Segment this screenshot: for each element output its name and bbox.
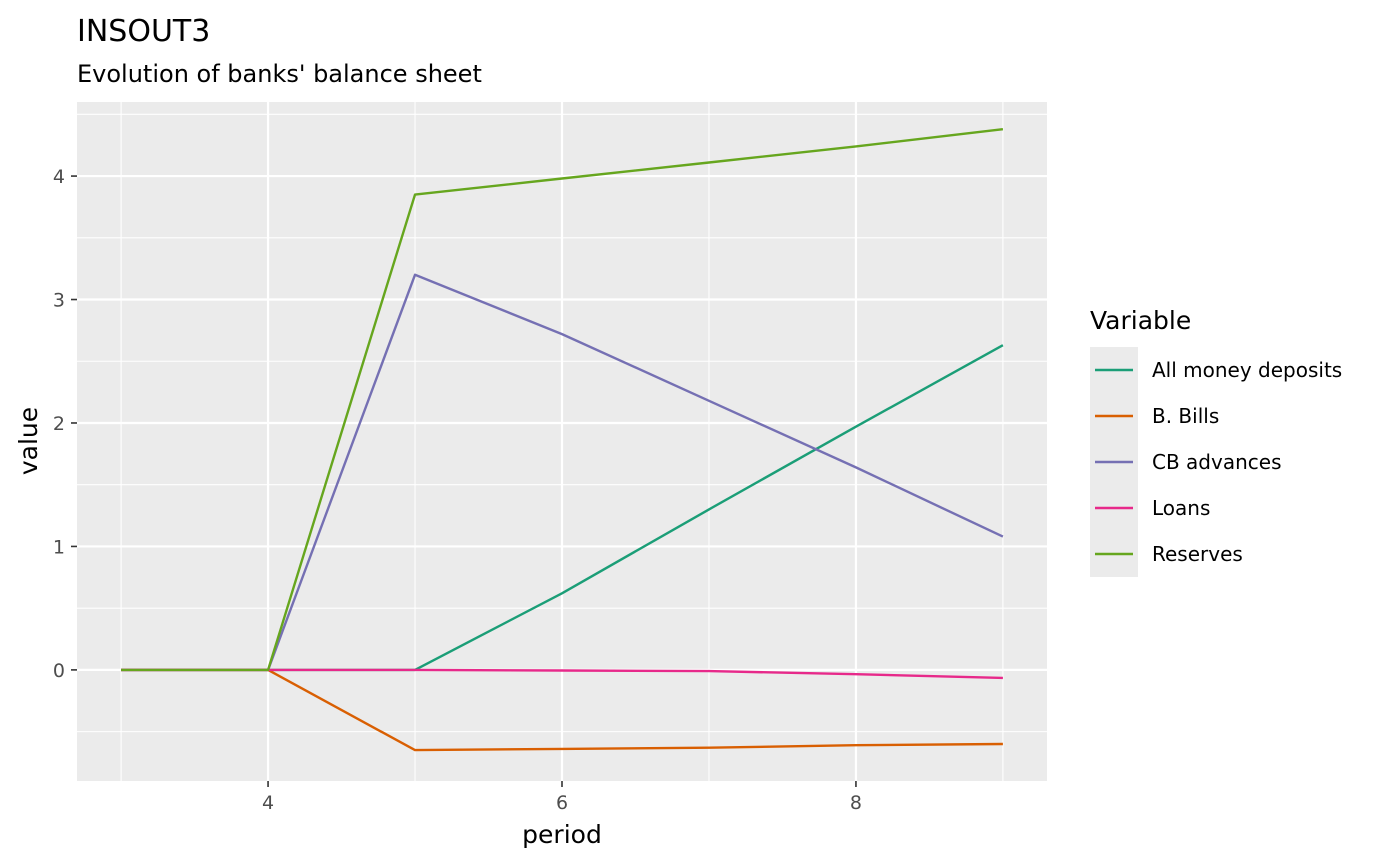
legend-label: B. Bills	[1152, 404, 1219, 428]
legend-label: All money deposits	[1152, 358, 1342, 382]
x-axis: 4 6 8	[262, 781, 862, 814]
plot-panel	[77, 102, 1047, 781]
legend-label: Reserves	[1152, 542, 1243, 566]
chart-title: INSOUT3	[77, 14, 210, 49]
y-tick-label: 1	[53, 536, 65, 558]
series-line-reserves	[121, 128, 1004, 672]
legend-items: All money deposits B. Bills CB advances Loa…	[1090, 347, 1342, 577]
x-tick-label: 6	[556, 792, 568, 814]
chart-subtitle: Evolution of banks' balance sheet	[77, 60, 482, 88]
y-tick-label: 0	[53, 660, 65, 682]
y-tick-label: 2	[53, 413, 65, 435]
x-axis-title: period	[522, 820, 602, 849]
legend-title: Variable	[1090, 306, 1191, 335]
legend-label: CB advances	[1152, 450, 1281, 474]
legend-label: Loans	[1152, 496, 1210, 520]
x-tick-label: 4	[262, 792, 274, 814]
x-tick-label: 8	[850, 792, 862, 814]
series-lines	[121, 128, 1004, 752]
y-tick-label: 3	[53, 290, 65, 312]
legend: Variable All money deposits B. Bills CB ad…	[1090, 306, 1342, 577]
y-axis: 0 1 2 3 4	[53, 166, 77, 682]
y-axis-title: value	[14, 407, 43, 475]
y-tick-label: 4	[53, 166, 65, 188]
